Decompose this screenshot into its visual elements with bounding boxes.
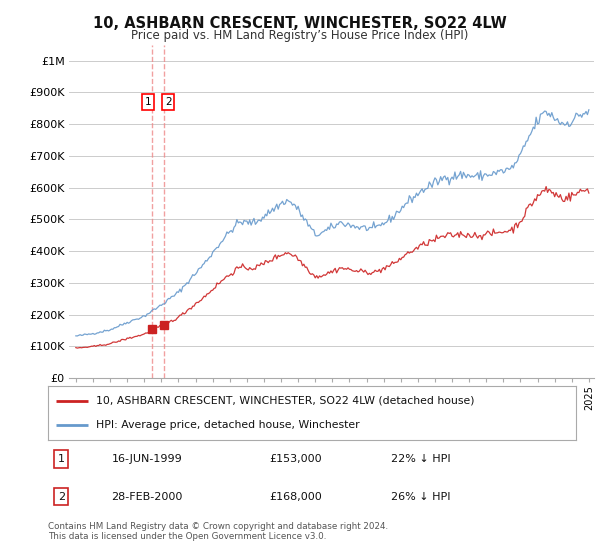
Text: 28-FEB-2000: 28-FEB-2000 (112, 492, 183, 502)
Text: 10, ASHBARN CRESCENT, WINCHESTER, SO22 4LW: 10, ASHBARN CRESCENT, WINCHESTER, SO22 4… (93, 16, 507, 31)
Text: 1: 1 (58, 454, 65, 464)
Text: HPI: Average price, detached house, Winchester: HPI: Average price, detached house, Winc… (95, 420, 359, 430)
Text: £153,000: £153,000 (270, 454, 322, 464)
Text: 2: 2 (165, 97, 172, 107)
Text: 1: 1 (145, 97, 151, 107)
Text: Contains HM Land Registry data © Crown copyright and database right 2024.
This d: Contains HM Land Registry data © Crown c… (48, 522, 388, 542)
Text: 10, ASHBARN CRESCENT, WINCHESTER, SO22 4LW (detached house): 10, ASHBARN CRESCENT, WINCHESTER, SO22 4… (95, 396, 474, 406)
Text: 26% ↓ HPI: 26% ↓ HPI (391, 492, 451, 502)
Text: Price paid vs. HM Land Registry’s House Price Index (HPI): Price paid vs. HM Land Registry’s House … (131, 29, 469, 42)
Text: 2: 2 (58, 492, 65, 502)
Text: 16-JUN-1999: 16-JUN-1999 (112, 454, 182, 464)
Text: 22% ↓ HPI: 22% ↓ HPI (391, 454, 451, 464)
Text: £168,000: £168,000 (270, 492, 323, 502)
